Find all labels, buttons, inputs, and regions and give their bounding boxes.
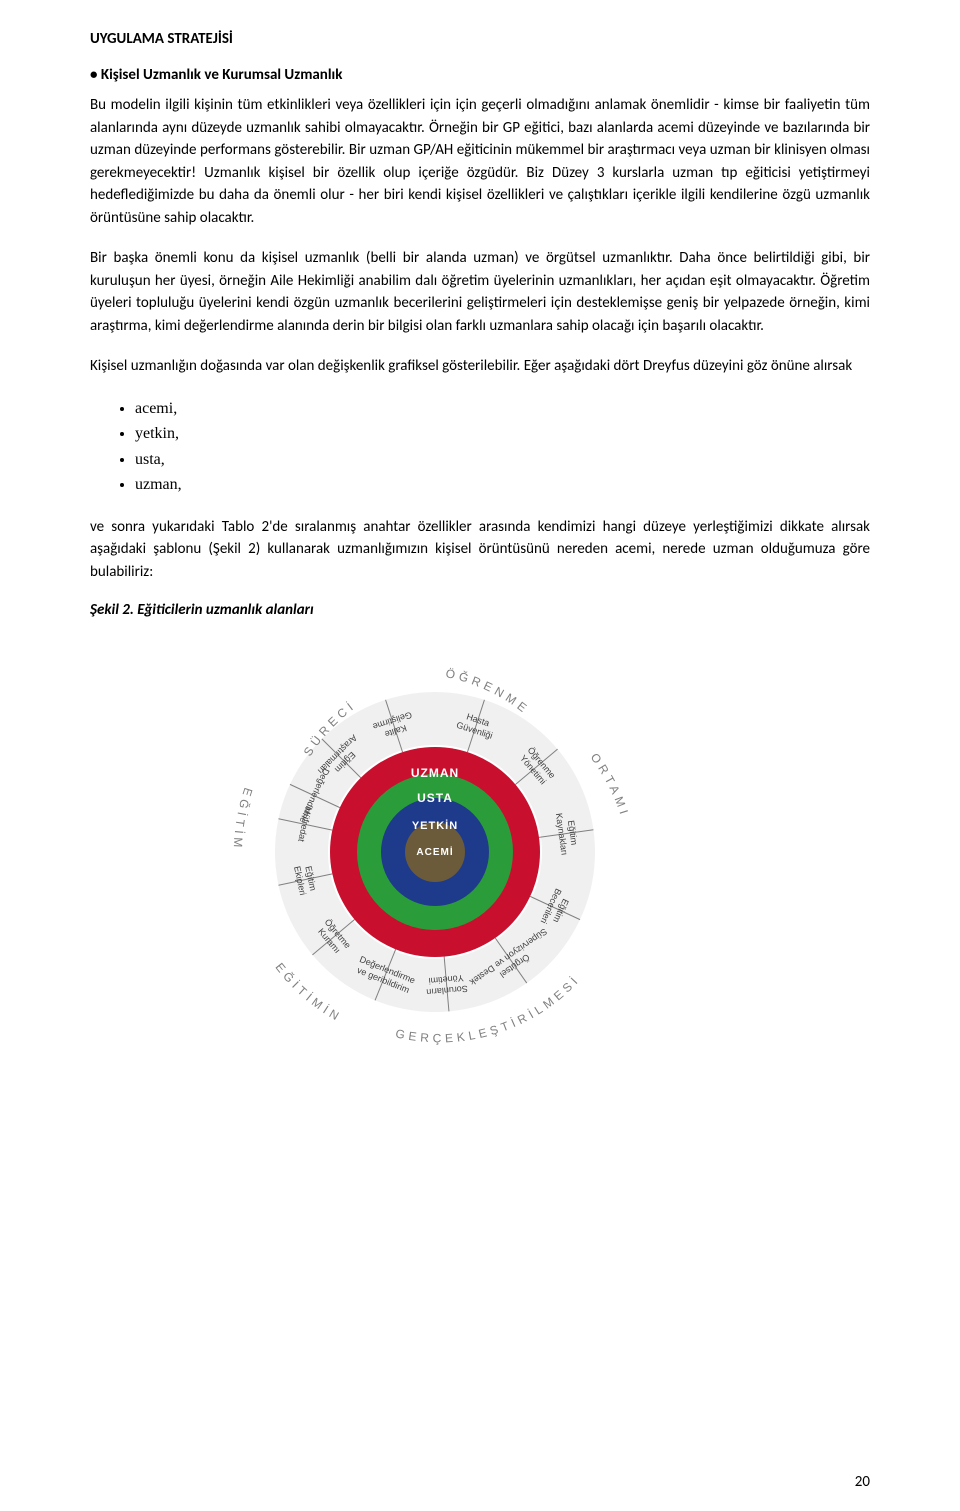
heading-sub: • Kişisel Uzmanlık ve Kurumsal Uzmanlık <box>90 66 870 84</box>
list-item: usta, <box>135 447 870 473</box>
list-item: uzman, <box>135 472 870 498</box>
svg-text:ORTAMI: ORTAMI <box>588 751 632 820</box>
svg-text:EĞİTİM: EĞİTİM <box>231 786 256 852</box>
ring-label-usta: USTA <box>417 791 453 805</box>
paragraph-1: Bu modelin ilgili kişinin tüm etkinlikle… <box>90 94 870 229</box>
list-item: acemi, <box>135 396 870 422</box>
ring-label-uzman: UZMAN <box>411 766 459 780</box>
ring-label-yetkin: YETKİN <box>412 819 458 832</box>
radial-chart-svg: UZMAN USTA YETKİN ACEMİ SÜRECİÖĞRENMEORT… <box>220 637 650 1067</box>
heading-main: UYGULAMA STRATEJİSİ <box>90 30 870 48</box>
paragraph-4: ve sonra yukarıdaki Tablo 2'de sıralanmı… <box>90 516 870 584</box>
dreyfus-levels-list: acemi, yetkin, usta, uzman, <box>135 396 870 498</box>
page-number: 20 <box>855 1473 870 1491</box>
ring-label-acemi: ACEMİ <box>416 845 453 858</box>
expertise-diagram: UZMAN USTA YETKİN ACEMİ SÜRECİÖĞRENMEORT… <box>220 637 650 1072</box>
paragraph-3: Kişisel uzmanlığın doğasında var olan de… <box>90 355 870 378</box>
paragraph-2: Bir başka önemli konu da kişisel uzmanlı… <box>90 247 870 337</box>
list-item: yetkin, <box>135 421 870 447</box>
figure-caption: Şekil 2. Eğiticilerin uzmanlık alanları <box>90 601 870 619</box>
